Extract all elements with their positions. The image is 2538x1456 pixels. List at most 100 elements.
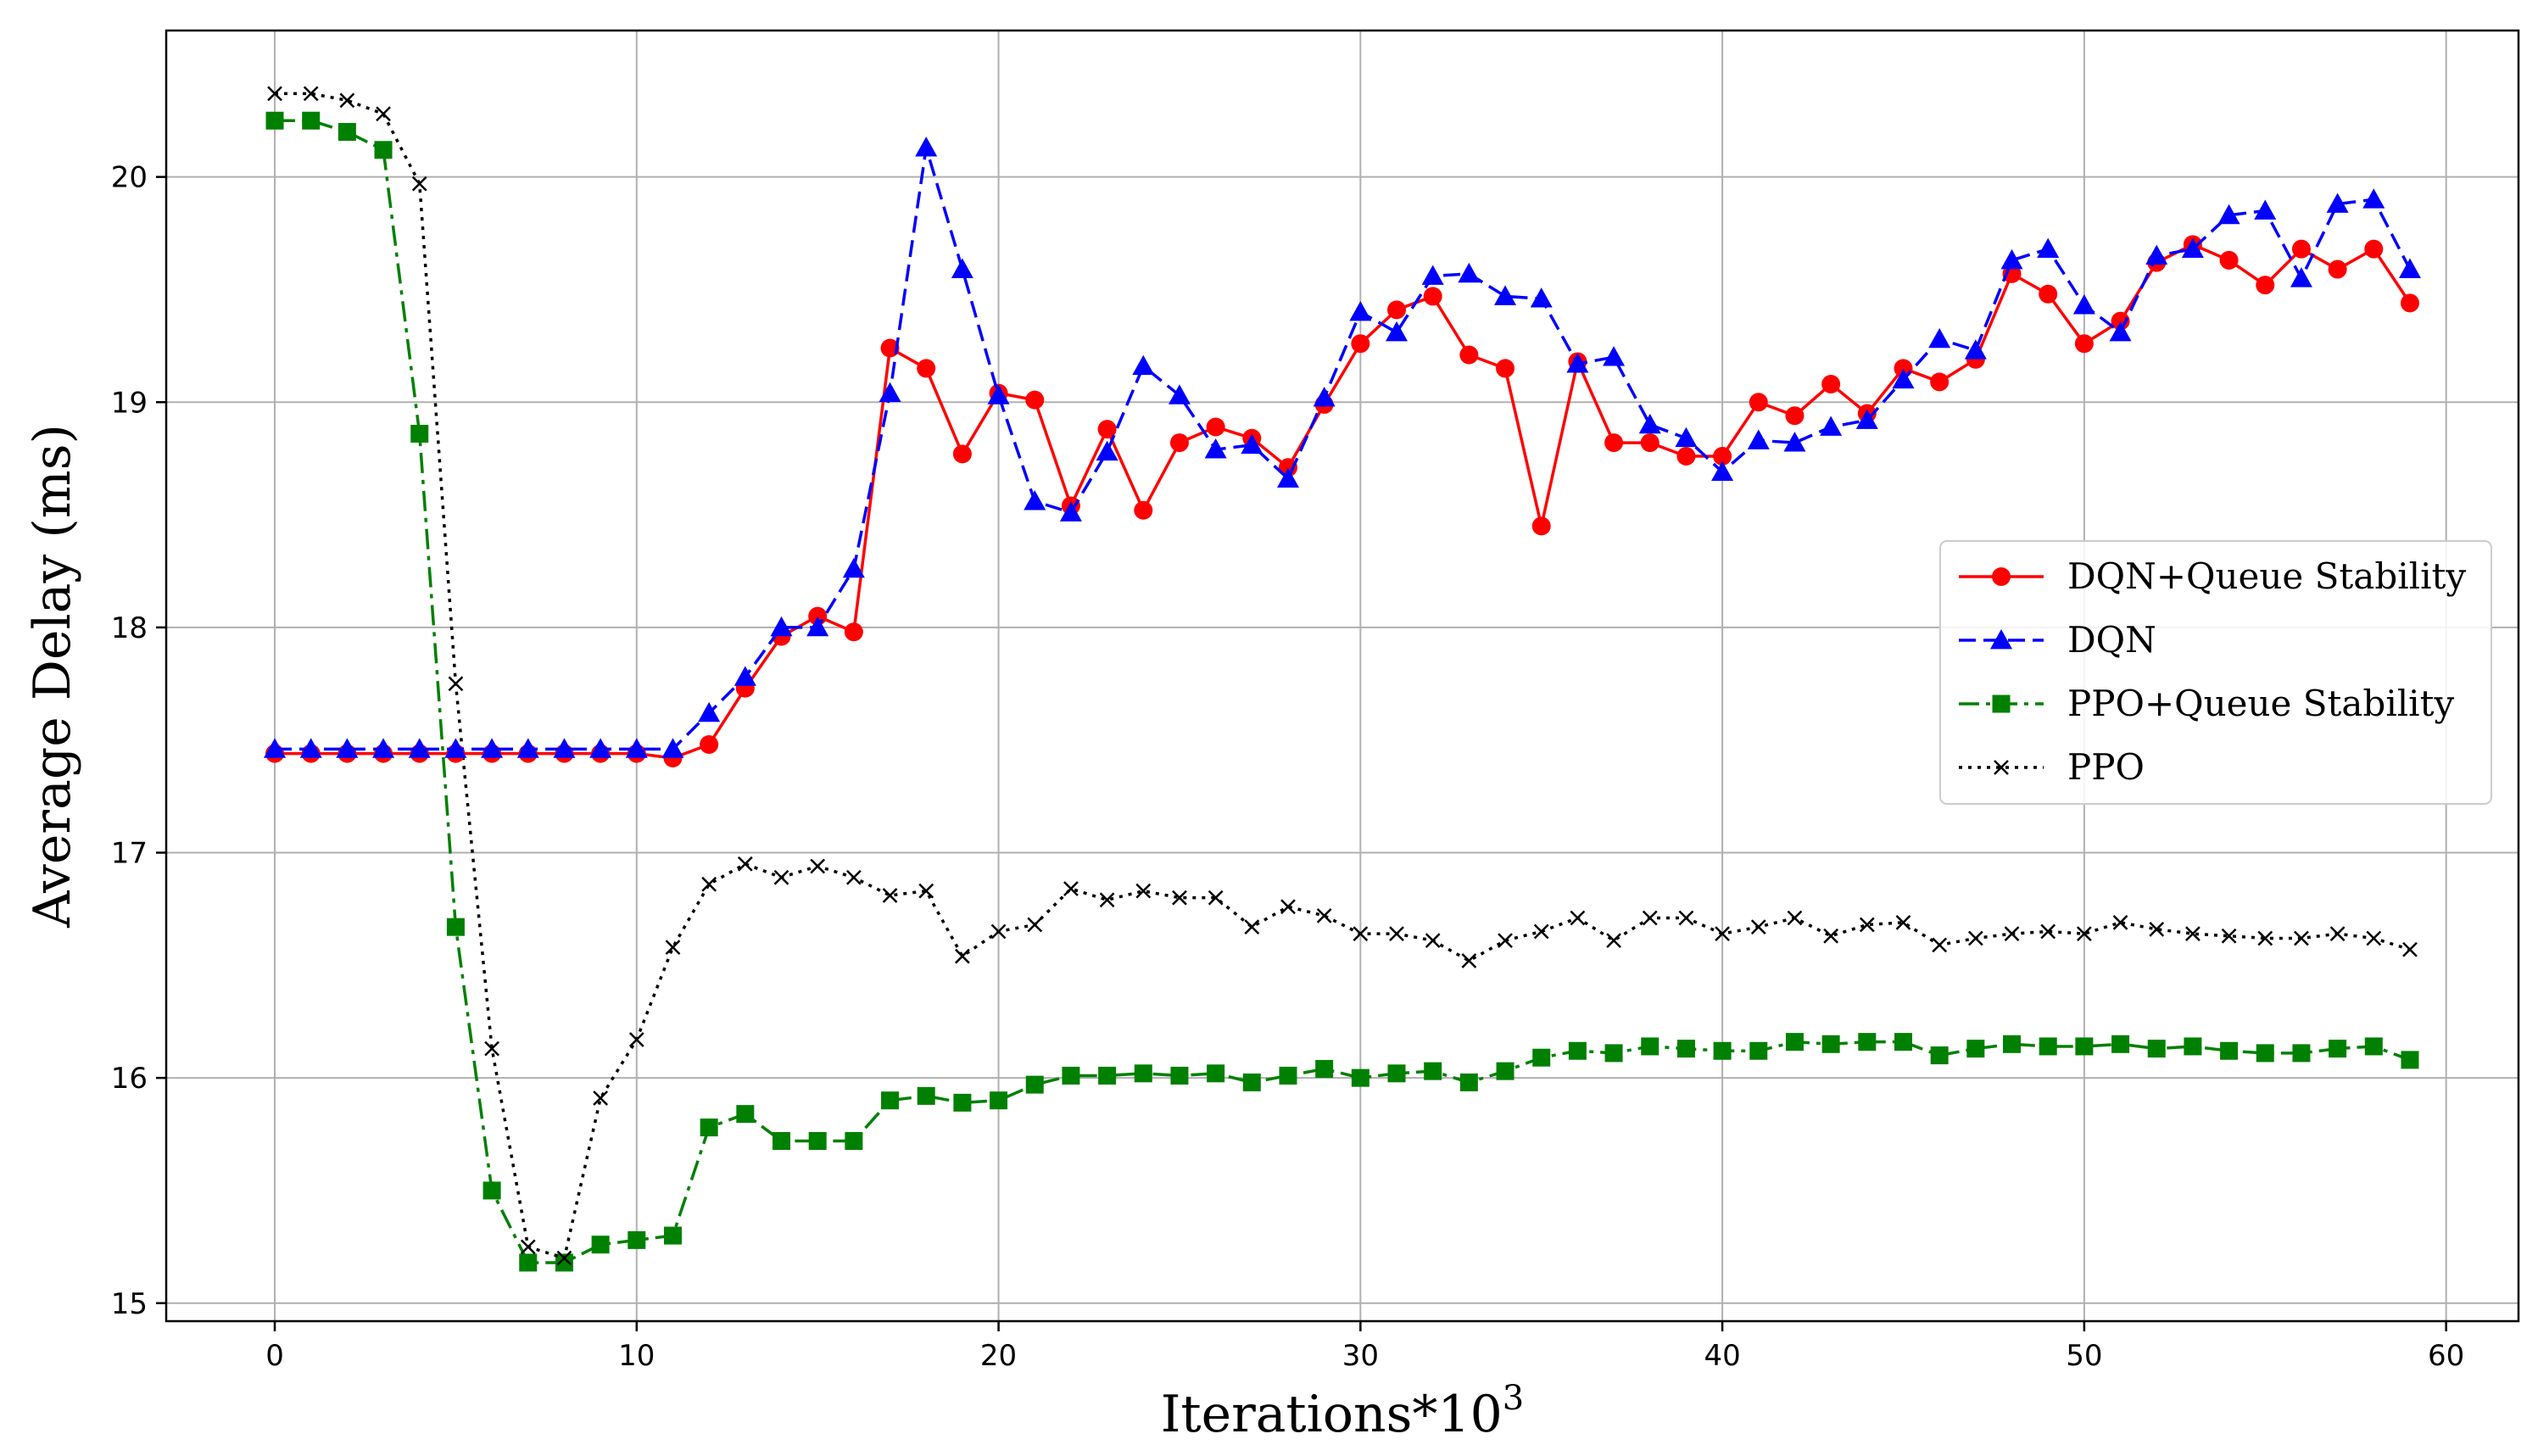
legend-entry: PPO+Queue Stability [1959,683,2454,724]
data-point [1676,447,1696,466]
data-point [519,1253,538,1272]
data-point [1638,413,1661,434]
x-tick-label: 30 [1342,1339,1379,1373]
data-point [1351,1068,1369,1087]
data-point [482,1181,501,1200]
data-point [408,738,431,758]
data-point [1387,300,1407,320]
data-point [2039,284,2058,304]
legend-label: DQN [2067,619,2156,661]
data-point [1313,386,1336,407]
series-line [275,92,2411,1260]
data-point [2364,239,2384,259]
data-point [1316,907,1332,923]
data-point [2256,1044,2274,1063]
data-point [2362,188,2385,209]
data-point [1967,930,1983,946]
data-point [661,738,684,758]
data-point [1208,890,1224,906]
data-point [1134,500,1153,520]
data-point [2004,926,2020,942]
data-point [1278,458,1297,477]
legend-entry: PPO [1959,746,2145,788]
data-point [1641,1037,1659,1056]
data-point [1169,433,1189,453]
data-point [591,1236,610,1254]
data-point [1458,262,1481,283]
data-point [1204,438,1227,459]
x-axis: 0 10 20 30 40 50 60 [265,1321,2464,1373]
series-1 [264,137,2421,758]
data-point [1604,433,1624,453]
data-point [663,1226,682,1245]
data-point [555,1253,573,1272]
data-point [2076,926,2092,942]
data-point [628,1032,644,1047]
data-point [2326,192,2349,213]
data-point [2328,259,2347,279]
data-point [553,738,576,758]
data-point [1098,1066,1117,1085]
data-point [1461,953,1477,968]
data-point [2003,1035,2022,1053]
data-point [773,869,789,885]
data-point [810,858,826,874]
data-point [372,738,395,758]
data-point [2145,244,2168,265]
legend-entry: DQN+Queue Stability [1959,555,2466,597]
legend-marker [1992,695,2011,713]
data-point [1025,1075,1044,1094]
data-point [2184,1037,2202,1056]
data-point [1894,1033,1912,1052]
legend-entry: DQN [1959,619,2156,661]
data-point [1459,345,1479,365]
data-point [336,738,359,758]
data-point [698,701,721,722]
data-point [990,923,1007,940]
data-point [700,1118,718,1137]
data-point [987,384,1010,404]
data-point [1823,928,1839,944]
data-point [1821,375,1841,394]
data-point [2292,1044,2311,1063]
data-point [1207,1064,1225,1083]
legend-label: DQN+Queue Stability [2067,555,2466,597]
data-point [952,444,972,464]
data-point [882,888,898,903]
data-point [1135,883,1152,899]
legend-box [1939,540,2492,805]
data-point [2217,204,2240,225]
series-layer [264,86,2421,1272]
data-point [2111,1035,2130,1053]
series-3 [267,86,2418,1266]
y-tick-label: 16 [111,1062,148,1096]
data-point [1170,1066,1189,1085]
data-point [1711,460,1734,482]
data-point [1099,892,1115,908]
data-point [2400,293,2419,313]
legend: DQN+Queue Stability DQN PPO+Queue Stabilit… [1939,540,2492,805]
data-point [1678,910,1694,926]
x-axis-label-main: Iterations*10 [1161,1385,1503,1444]
data-point [844,622,863,642]
y-tick-label: 18 [111,611,148,645]
data-point [701,876,717,892]
data-point [1855,409,1878,429]
data-point [917,1086,935,1105]
data-point [734,666,756,686]
data-point [1642,910,1658,926]
data-point [1062,1066,1080,1085]
data-point [2074,334,2094,354]
data-point [2109,321,2132,342]
data-point [1859,917,1875,933]
data-point [1351,334,1370,354]
data-point [1749,393,1768,412]
data-point [881,1091,900,1110]
data-point [1280,899,1296,915]
data-point [2221,928,2237,944]
data-point [1675,427,1698,448]
y-tick-label: 15 [111,1287,148,1321]
data-point [1785,406,1804,426]
data-point [2364,1037,2383,1056]
data-point [1063,881,1079,896]
